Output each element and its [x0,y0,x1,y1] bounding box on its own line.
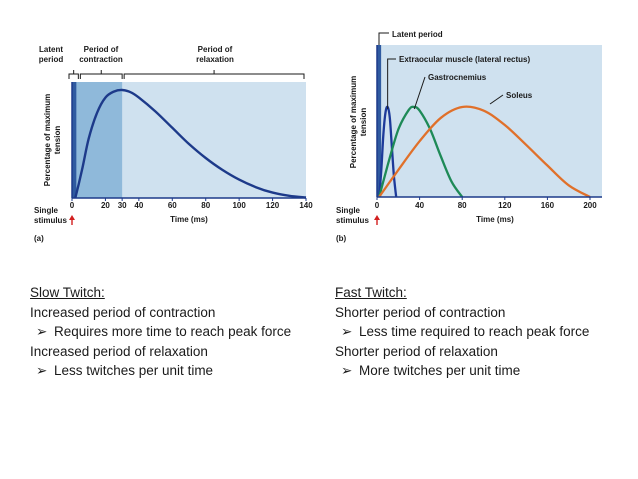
fast-line-2: Shorter period of relaxation [335,343,498,359]
slow-bullet-1: ➢ Requires more time to reach peak force [30,322,330,342]
panel-b-label: (b) [336,234,347,243]
arrow-bullet-icon: ➢ [36,363,48,378]
panel-b-background [377,45,602,197]
panel-a-bracket-contraction [79,73,123,79]
panel-b-gastrocnemius-leader [413,76,426,110]
slow-line-1: Increased period of contraction [30,304,216,320]
panel-a-latent-band [72,82,77,198]
panel-a-contraction-band [75,82,123,198]
panel-b-x-tick-label: 120 [498,201,512,210]
panel-a-phase-label-contraction: Period of [84,45,119,54]
panel-a-stimulus-label-2: stimulus [34,216,67,225]
panel-a-y-axis-title-1: Percentage of maximum [43,94,52,186]
panel-a-bracket-relaxation [123,73,305,79]
panel-a-phase-label-latent: period [39,55,64,64]
panel-b-stimulus-label-2: stimulus [336,216,369,225]
panel-a-y-axis-title-2: tension [53,126,62,155]
panel-a-phase-label-latent: Latent [39,45,63,54]
fast-bullet-2: ➢ More twitches per unit time [335,361,635,381]
panel-a-stimulus-label-1: Single [34,206,59,215]
slow-twitch-caption: Slow Twitch: Increased period of contrac… [30,283,330,381]
panel-a-x-tick-label: 40 [134,201,143,210]
panel-a-x-tick-label: 100 [232,201,246,210]
panel-a-bracket-latent [68,73,79,79]
panel-b-latent-label: Latent period [392,30,443,39]
slow-line-2: Increased period of relaxation [30,343,208,359]
panel-b-soleus-label: Soleus [506,91,533,100]
panel-a-x-tick-label: 0 [70,201,75,210]
panel-a-phase-label-contraction: contraction [79,55,123,64]
panel-a-x-tick-label: 80 [201,201,210,210]
panel-b-extraocular-leader [387,58,396,109]
panel-b-x-tick-label: 80 [458,201,467,210]
panel-b-x-tick-label: 200 [583,201,597,210]
panel-b-extraocular-label: Extraocular muscle (lateral rectus) [399,55,531,64]
panel-a-twitch-curve [74,88,307,199]
panel-a-stimulus-arrow-head [69,215,75,220]
panel-a-x-tick-label: 120 [266,201,280,210]
panel-a-label: (a) [34,234,44,243]
panel-b-x-axis-title: Time (ms) [476,215,514,224]
fast-line-1: Shorter period of contraction [335,304,506,320]
panel-a-x-tick-label: 30 [118,201,127,210]
arrow-bullet-icon: ➢ [341,363,353,378]
panel-a-x-tick-label: 20 [101,201,110,210]
slow-twitch-heading: Slow Twitch: [30,285,105,300]
panel-b-curve-gastrocnemius [377,105,464,198]
panel-a-x-axis-title: Time (ms) [170,215,208,224]
panel-b-y-axis-title-1: Percentage of maximum [349,76,358,168]
panel-b-x-tick-label: 0 [375,201,380,210]
fast-bullet-1: ➢ Less time required to reach peak force [335,322,635,342]
panel-b-gastrocnemius-label: Gastrocnemius [428,73,487,82]
panel-b-latent-leader [378,32,389,45]
panel-a-phase-label-relaxation: relaxation [196,55,234,64]
arrow-bullet-icon: ➢ [341,324,353,339]
fast-twitch-heading: Fast Twitch: [335,285,407,300]
twitch-figure: 0 20 30 40 60 80 100 120 140 Time (ms) Percentage … [34,30,602,243]
panel-b-curve-soleus [378,105,591,199]
slow-bullet-2: ➢ Less twitches per unit time [30,361,330,381]
panel-b-x-tick-label: 160 [541,201,555,210]
fast-twitch-caption: Fast Twitch: Shorter period of contracti… [335,283,635,381]
panel-b-x-tick-label: 40 [415,201,424,210]
panel-b-soleus-leader [489,94,504,105]
panel-a-x-tick-label: 140 [299,201,313,210]
panel-b-y-axis-title-2: tension [359,108,368,137]
panel-b-stimulus-arrow-head [374,215,380,220]
panel-b-stimulus-label-1: Single [336,206,361,215]
panel-a-x-tick-label: 60 [168,201,177,210]
arrow-bullet-icon: ➢ [36,324,48,339]
panel-a-phase-label-relaxation: Period of [198,45,233,54]
panel-b-latent-band [377,45,382,197]
